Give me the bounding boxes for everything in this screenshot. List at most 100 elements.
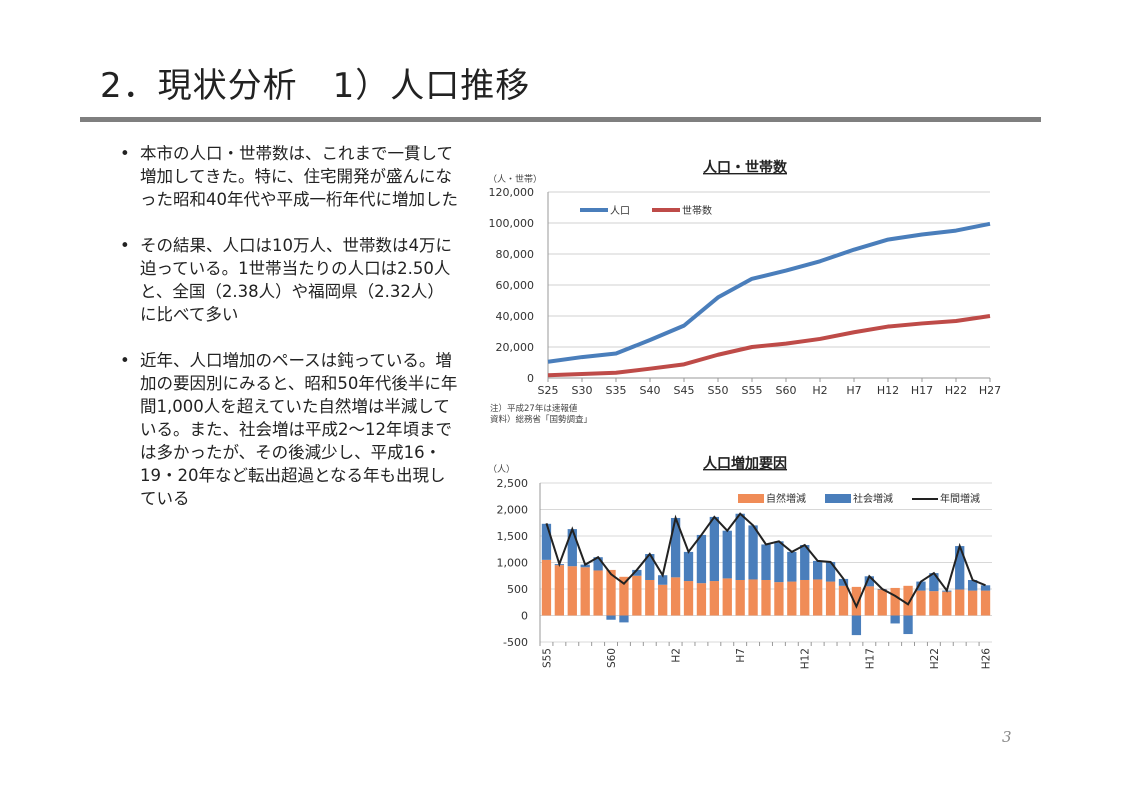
y-axis-unit: （人） — [488, 464, 515, 475]
x-tick-label: H7 — [846, 384, 861, 397]
bar-natural — [761, 579, 771, 616]
bullet-list: 本市の人口・世帯数は、これまで一貫して増加してきた。特に、住宅開発が盛んになった… — [118, 142, 458, 533]
legend-swatch — [825, 494, 851, 503]
bar-natural — [851, 586, 862, 616]
bar-social — [916, 581, 926, 591]
bar-social — [619, 615, 629, 623]
y-tick-label: 2,000 — [497, 504, 529, 517]
y-tick-label: 120,000 — [489, 186, 535, 199]
bar-natural — [903, 585, 913, 616]
bar-social — [787, 551, 797, 582]
bar-social — [658, 575, 668, 585]
bar-social — [632, 569, 642, 576]
series-line-0 — [547, 221, 991, 364]
x-tick-label: S35 — [606, 384, 627, 397]
bar-natural — [554, 565, 565, 616]
x-tick-label: H12 — [877, 384, 899, 397]
y-tick-label: 20,000 — [496, 341, 535, 354]
bar-social — [670, 517, 681, 578]
y-tick-label: 100,000 — [489, 217, 535, 230]
bar-natural — [580, 567, 590, 616]
bar-natural — [632, 575, 642, 616]
bar-social — [606, 615, 616, 620]
y-tick-label: 60,000 — [496, 279, 535, 292]
x-tick-label: S40 — [640, 384, 661, 397]
bar-natural — [825, 581, 836, 616]
series-line-total — [545, 512, 986, 609]
bar-natural — [606, 569, 616, 616]
bar-natural — [864, 586, 874, 616]
y-tick-label: 1,000 — [497, 557, 529, 570]
bar-social — [890, 615, 900, 624]
x-tick-label: S60 — [776, 384, 797, 397]
bar-natural — [696, 583, 707, 616]
bar-natural — [774, 582, 784, 616]
y-tick-label: 80,000 — [496, 248, 535, 261]
bar-social — [929, 573, 939, 592]
x-tick-label: H22 — [945, 384, 967, 397]
bullet-item: 本市の人口・世帯数は、これまで一貫して増加してきた。特に、住宅開発が盛んになった… — [118, 142, 458, 211]
x-tick-label: H2 — [671, 648, 683, 663]
title-divider — [80, 117, 1041, 122]
x-tick-label: H12 — [800, 648, 812, 669]
bar-natural — [929, 591, 939, 616]
bar-natural — [813, 579, 823, 616]
y-tick-label: -500 — [503, 636, 528, 649]
bar-social — [722, 530, 732, 579]
chart-note: 注）平成27年は速報値 — [490, 403, 578, 414]
bar-social — [645, 554, 655, 580]
bar-natural — [683, 581, 694, 616]
bar-social — [980, 585, 991, 591]
bar-social — [864, 576, 874, 587]
y-axis-unit: （人・世帯） — [488, 173, 542, 185]
bar-natural — [955, 589, 965, 616]
series-line-1 — [547, 314, 991, 378]
bar-natural — [619, 576, 629, 616]
y-tick-label: 500 — [507, 583, 528, 596]
bar-social — [800, 545, 810, 580]
chart-title: 人口増加要因 — [703, 455, 787, 472]
bar-natural — [942, 591, 952, 616]
x-tick-label: H2 — [812, 384, 827, 397]
bar-natural — [890, 587, 900, 616]
bar-social — [735, 513, 745, 580]
legend-label: 年間増減 — [940, 492, 980, 505]
y-tick-label: 1,500 — [497, 530, 529, 543]
bar-natural — [645, 579, 655, 616]
bar-natural — [735, 579, 745, 616]
x-tick-label: S50 — [708, 384, 729, 397]
bar-natural — [980, 590, 991, 616]
bar-natural — [877, 589, 887, 616]
legend-label: 人口 — [610, 205, 630, 217]
x-tick-label: H7 — [735, 648, 747, 663]
population-households-chart: 人口・世帯数 （人・世帯） 0 20,000 40,000 60,000 80,000 100… — [488, 159, 1001, 425]
legend-label: 世帯数 — [682, 204, 712, 217]
population-change-factors-chart: 人口増加要因 （人） -500 0 500 1,000 1,500 2,000 2,500 S55… — [488, 455, 993, 669]
bar-natural — [787, 581, 797, 616]
bar-social — [761, 544, 771, 580]
bar-social — [748, 525, 758, 580]
bar-natural — [916, 590, 926, 616]
x-tick-label: H17 — [864, 648, 876, 669]
chart-note: 資料）総務省「国勢調査」 — [490, 414, 592, 425]
bar-social — [709, 516, 719, 582]
x-tick-label: H17 — [911, 384, 933, 397]
bar-social — [903, 615, 913, 635]
bar-social — [593, 557, 603, 571]
bullet-item: その結果、人口は10万人、世帯数は4万に迫っている。1世帯当たりの人口は2.50… — [118, 234, 458, 326]
bar-natural — [658, 584, 668, 616]
bar-social — [825, 561, 836, 582]
x-tick-label: H27 — [979, 384, 1001, 397]
bar-social — [851, 615, 862, 636]
page-number: 3 — [1002, 728, 1012, 746]
x-tick-label: S25 — [538, 384, 559, 397]
bar-social — [813, 560, 823, 580]
bar-social — [683, 551, 694, 582]
legend-swatch — [738, 494, 764, 503]
x-tick-label: S55 — [742, 384, 763, 397]
bar-natural — [593, 570, 603, 616]
bar-social — [955, 546, 965, 590]
bar-social — [567, 529, 577, 567]
x-tick-label: S60 — [606, 648, 618, 668]
